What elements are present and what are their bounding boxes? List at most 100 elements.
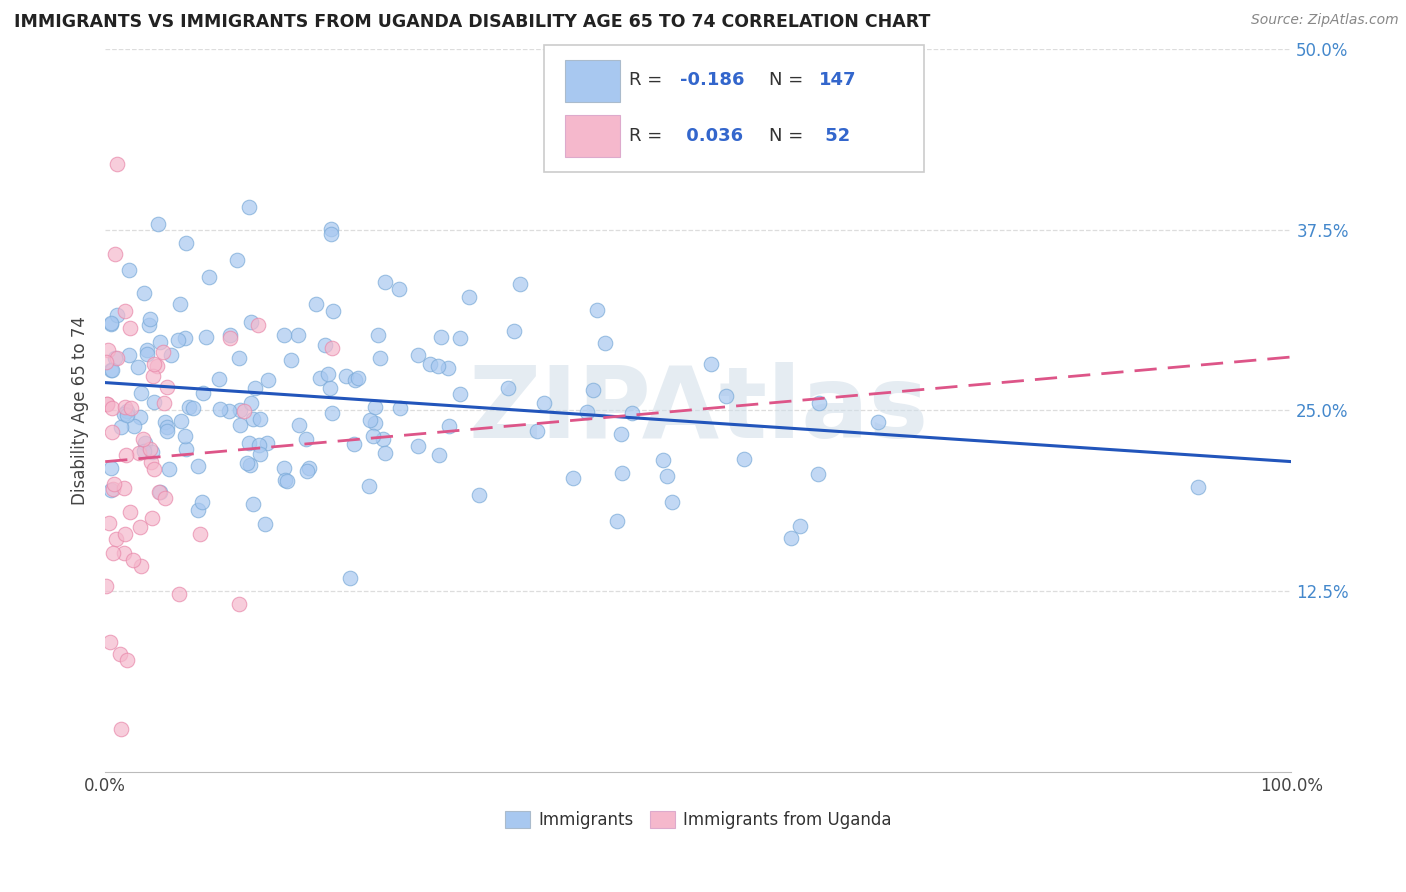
Point [135, 347, 157, 361]
Point [276, 475, 298, 489]
Point [526, 424, 548, 438]
Point [114, 448, 136, 462]
Point [807, 467, 830, 481]
Point [176, 235, 198, 250]
Point [143, 395, 166, 409]
Point [316, 367, 339, 381]
Point [240, 314, 263, 328]
FancyBboxPatch shape [565, 61, 620, 103]
Point [121, 552, 143, 566]
Point [288, 417, 311, 432]
Point [236, 456, 259, 470]
Point [321, 405, 343, 419]
Point [240, 396, 263, 410]
Point [174, 442, 197, 456]
Point [143, 461, 166, 475]
Point [187, 503, 209, 517]
Point [298, 461, 321, 475]
Point [651, 453, 673, 467]
Point [110, 722, 132, 736]
Point [359, 413, 381, 427]
Point [339, 571, 361, 585]
Point [118, 348, 141, 362]
Point [100, 460, 122, 475]
Point [108, 647, 131, 661]
Point [105, 351, 128, 365]
Point [359, 479, 381, 493]
Point [120, 505, 142, 519]
Point [96, 397, 118, 411]
Point [101, 425, 124, 439]
Point [449, 387, 471, 401]
Point [167, 333, 190, 347]
Point [243, 381, 266, 395]
Point [468, 488, 491, 502]
Point [103, 477, 125, 491]
Point [148, 485, 170, 500]
Point [145, 359, 167, 373]
Point [156, 380, 179, 394]
Text: 52: 52 [820, 127, 851, 145]
Point [253, 516, 276, 531]
Point [100, 316, 122, 330]
Point [110, 420, 132, 434]
Point [191, 386, 214, 401]
Point [174, 331, 197, 345]
Point [170, 414, 193, 428]
Point [582, 383, 605, 397]
Y-axis label: Disability Age 65 to 74: Disability Age 65 to 74 [72, 316, 89, 505]
Point [229, 417, 252, 432]
Point [789, 519, 811, 533]
Point [159, 348, 181, 362]
Point [115, 653, 138, 667]
Point [101, 482, 124, 496]
Point [152, 344, 174, 359]
Point [779, 531, 801, 545]
Point [733, 452, 755, 467]
Point [100, 363, 122, 377]
Point [129, 520, 152, 534]
Point [419, 357, 441, 371]
Point [129, 409, 152, 424]
Point [273, 328, 295, 343]
Point [218, 404, 240, 418]
Point [700, 357, 723, 371]
Text: R =: R = [630, 127, 668, 145]
Point [97, 516, 120, 530]
Point [142, 369, 165, 384]
Point [388, 282, 411, 296]
Point [153, 396, 176, 410]
Point [169, 297, 191, 311]
Point [208, 401, 231, 416]
Point [143, 357, 166, 371]
FancyBboxPatch shape [565, 114, 620, 156]
Point [100, 317, 122, 331]
Point [238, 435, 260, 450]
Point [129, 558, 152, 573]
Point [115, 403, 138, 417]
Point [273, 461, 295, 475]
Point [657, 469, 679, 483]
Point [188, 526, 211, 541]
Point [114, 304, 136, 318]
Point [426, 359, 449, 373]
Text: N =: N = [769, 127, 810, 145]
Point [502, 324, 524, 338]
Point [430, 330, 453, 344]
Point [238, 200, 260, 214]
Text: -0.186: -0.186 [681, 70, 745, 89]
Point [156, 420, 179, 434]
Point [335, 368, 357, 383]
Point [197, 270, 219, 285]
Point [187, 459, 209, 474]
Point [103, 351, 125, 366]
Point [406, 439, 429, 453]
Text: 147: 147 [820, 70, 856, 89]
Point [138, 318, 160, 332]
Point [343, 437, 366, 451]
Point [314, 337, 336, 351]
Point [228, 597, 250, 611]
Point [139, 442, 162, 456]
Point [122, 419, 145, 434]
Text: IMMIGRANTS VS IMMIGRANTS FROM UGANDA DISABILITY AGE 65 TO 74 CORRELATION CHART: IMMIGRANTS VS IMMIGRANTS FROM UGANDA DIS… [14, 13, 931, 31]
